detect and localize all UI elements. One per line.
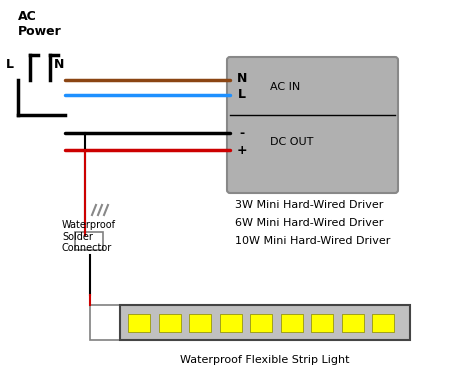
Bar	[189, 313, 211, 332]
Text: AC
Power: AC Power	[18, 10, 62, 38]
Text: L: L	[6, 58, 14, 72]
Text: 10W Mini Hard-Wired Driver: 10W Mini Hard-Wired Driver	[235, 236, 391, 246]
Text: AC IN: AC IN	[270, 82, 300, 92]
Text: DC OUT: DC OUT	[270, 137, 313, 147]
Text: 6W Mini Hard-Wired Driver: 6W Mini Hard-Wired Driver	[235, 218, 383, 228]
Text: L: L	[238, 89, 246, 101]
Text: +: +	[237, 144, 247, 156]
Text: 3W Mini Hard-Wired Driver: 3W Mini Hard-Wired Driver	[235, 200, 383, 210]
Bar	[158, 313, 181, 332]
Text: Waterproof Flexible Strip Light: Waterproof Flexible Strip Light	[180, 355, 350, 365]
Bar	[219, 313, 242, 332]
Bar	[250, 313, 272, 332]
Bar	[90, 305, 120, 340]
Bar	[311, 313, 333, 332]
Bar	[342, 313, 364, 332]
Text: N: N	[237, 72, 247, 84]
Text: N: N	[54, 58, 64, 72]
Bar	[75, 232, 103, 250]
Bar	[372, 313, 394, 332]
Bar	[120, 305, 410, 340]
Text: Waterproof
Solder
Connector: Waterproof Solder Connector	[62, 220, 116, 253]
Text: -: -	[239, 127, 245, 139]
Bar	[281, 313, 302, 332]
Bar	[128, 313, 150, 332]
FancyBboxPatch shape	[227, 57, 398, 193]
